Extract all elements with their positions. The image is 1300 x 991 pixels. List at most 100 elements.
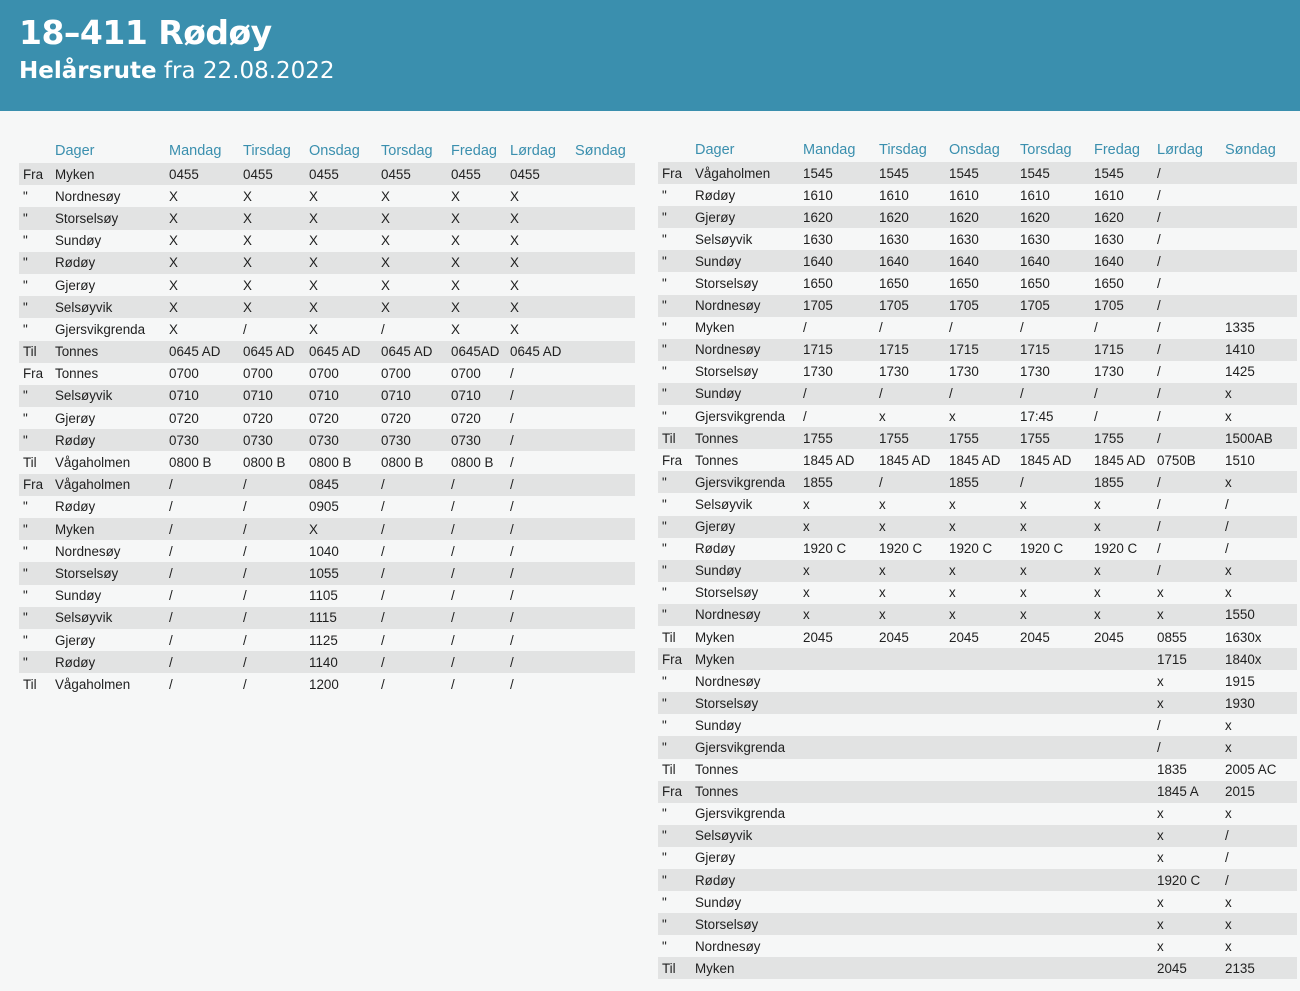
time-cell [877, 670, 947, 692]
time-cell: / [381, 632, 385, 648]
time-cell: / [1223, 515, 1297, 538]
time-cell: x [1157, 938, 1164, 954]
time-cell: 1730 [879, 364, 909, 380]
stop-name-cell: Rødøy [693, 869, 801, 892]
time-cell: x [1223, 382, 1297, 406]
time-cell: X [508, 251, 573, 274]
time-cell [877, 913, 947, 936]
time-cell: X [451, 277, 460, 293]
stop-name-cell: Tonnes [55, 366, 99, 382]
stop-name-cell: Sundøy [693, 250, 801, 273]
time-cell [1092, 780, 1155, 803]
time-cell: 1425 [1225, 364, 1255, 380]
time-cell [877, 736, 947, 759]
left-table-body: Fra Myken 0455 0455 0455 0455 0455 0455 " Nordnes… [19, 163, 635, 696]
time-cell: / [510, 588, 514, 604]
time-cell: X [379, 251, 449, 274]
right-table-body: Fra Vågaholmen 1545 1545 1545 1545 1545/" Rødøy… [658, 162, 1297, 980]
time-cell: / [508, 518, 573, 541]
time-cell: 2045 [1155, 957, 1223, 980]
table-row: " Nordnesøy 1705 1705 1705 1705 1705/ [658, 294, 1297, 317]
time-cell [1092, 759, 1155, 781]
time-cell [1018, 935, 1092, 957]
time-cell [573, 185, 635, 207]
stop-name-cell: Vågaholmen [55, 676, 131, 692]
time-cell: / [379, 473, 449, 496]
time-cell: x [877, 603, 947, 626]
table-row: " Storselsøy X X X X X X [19, 207, 635, 230]
time-cell: 1915 [1225, 673, 1255, 689]
time-cell: X [241, 207, 307, 230]
time-cell: X [169, 233, 178, 249]
time-cell: x [1225, 938, 1232, 954]
time-cell: 1845 AD [949, 452, 1001, 468]
stop-name-cell: Sundøy [695, 717, 742, 733]
time-cell: 2015 [1223, 780, 1297, 803]
time-cell: / [169, 588, 173, 604]
direction-cell: " [658, 471, 693, 494]
time-cell: / [877, 471, 947, 494]
time-cell: 1410 [1223, 338, 1297, 361]
stop-name-cell: Gjerøy [55, 632, 96, 648]
time-cell: X [243, 188, 252, 204]
direction-cell: Til [658, 957, 693, 980]
time-cell: 0800 B [169, 455, 212, 471]
time-cell: / [1155, 250, 1223, 273]
direction-cell: " [662, 496, 667, 512]
stop-name-cell: Storselsøy [695, 364, 759, 380]
stop-name-cell: Myken [53, 163, 167, 186]
table-row: " Gjersvikgrenda 1855/1855/1855/x [658, 471, 1297, 494]
time-cell: / [241, 651, 307, 674]
time-cell [1092, 714, 1155, 736]
time-cell: / [1155, 515, 1223, 538]
time-cell: / [508, 473, 573, 496]
time-cell [1092, 736, 1155, 759]
direction-cell: " [658, 515, 693, 538]
time-cell: 1055 [307, 562, 379, 585]
time-cell: / [451, 588, 455, 604]
stop-name-cell: Gjersvikgrenda [693, 736, 801, 759]
stop-name-cell: Gjerøy [55, 410, 96, 426]
subtitle-date: fra 22.08.2022 [156, 58, 335, 84]
schedule-table-left: Dager Mandag Tirsdag Onsdag Torsdag Fredag Lør… [19, 139, 635, 696]
time-cell: 1640 [801, 250, 877, 273]
table-row: Til Myken 2045 2045 2045 2045 2045 0855 1630x [658, 626, 1297, 648]
direction-cell: " [662, 585, 667, 601]
time-cell: 1620 [1092, 206, 1155, 229]
time-cell: x [1155, 692, 1223, 715]
time-cell: 0645 AD [241, 340, 307, 363]
time-cell: 0700 [451, 366, 481, 382]
time-cell: 1640 [947, 250, 1018, 273]
time-cell: 0855 [1157, 629, 1187, 645]
time-cell: X [309, 188, 318, 204]
time-cell: 1610 [1094, 187, 1124, 203]
time-cell: 0645 AD [508, 340, 573, 363]
table-row: " Sundøy X X X X X X [19, 230, 635, 252]
time-cell: 1650 [1020, 276, 1050, 292]
time-cell: 0730 [379, 429, 449, 452]
time-cell: 2045 [879, 629, 909, 645]
time-cell [877, 869, 947, 892]
time-cell: 0455 [449, 163, 508, 186]
time-cell: 1730 [1020, 364, 1050, 380]
time-cell: / [1157, 231, 1161, 247]
time-cell [801, 957, 877, 980]
time-cell: X [167, 207, 241, 230]
time-cell: X [307, 296, 379, 319]
time-cell: X [307, 207, 379, 230]
time-cell [1092, 891, 1155, 913]
time-cell: x [1157, 806, 1164, 822]
stop-name-cell: Myken [693, 648, 801, 671]
time-cell: 1545 [801, 162, 877, 185]
time-cell: / [449, 473, 508, 496]
time-cell [573, 673, 635, 695]
table-row: " Sundøy x x [658, 891, 1297, 913]
time-cell [1092, 935, 1155, 957]
direction-cell: " [23, 321, 28, 337]
time-cell: 0455 [241, 163, 307, 186]
time-cell [573, 451, 635, 473]
time-cell: 1755 [1092, 427, 1155, 450]
time-cell [1018, 759, 1092, 781]
table-row: " Myken / / / / / / 1335 [658, 317, 1297, 339]
time-cell: 1845 AD [803, 452, 855, 468]
